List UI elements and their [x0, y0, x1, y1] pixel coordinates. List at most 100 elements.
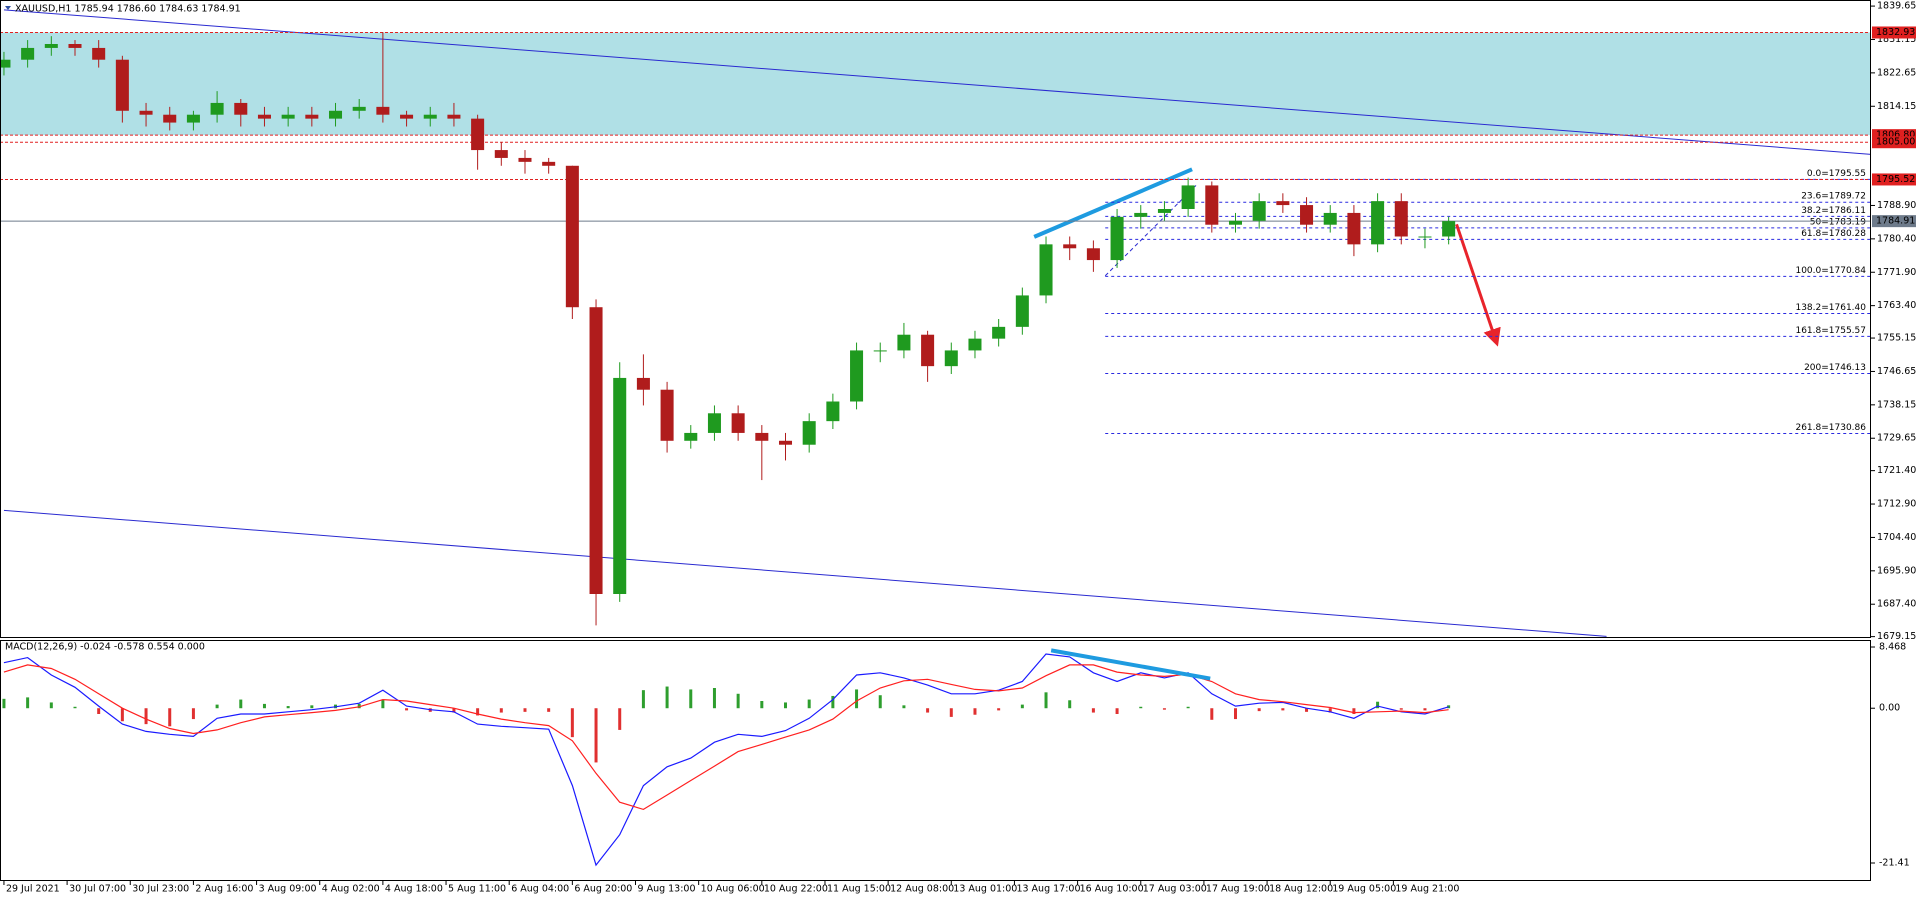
candle-body — [1015, 295, 1029, 327]
macd-line — [3, 664, 1449, 811]
fib-label: 23.6=1789.72 — [1801, 192, 1866, 202]
candle-body — [68, 44, 82, 48]
candle-body — [115, 59, 129, 111]
fib-label: 61.8=1780.28 — [1801, 229, 1866, 239]
candle-body — [755, 432, 769, 441]
candle-body — [257, 114, 271, 119]
candle-body — [494, 150, 508, 158]
x-tick-label: 4 Aug 02:00 — [322, 884, 380, 895]
level-box — [1872, 136, 1916, 149]
x-tick-label: 6 Aug 20:00 — [574, 884, 632, 895]
fib-label: 0.0=1795.55 — [1807, 169, 1866, 179]
candle-body — [921, 334, 935, 367]
candle-body — [850, 350, 864, 402]
trend-line — [1455, 223, 1501, 347]
y-tick-label: 1788.90 — [1877, 200, 1916, 211]
candle-body — [1157, 209, 1171, 213]
x-tick-label: 16 Aug 10:00 — [1080, 884, 1144, 895]
candle-body — [447, 114, 461, 119]
candle-body — [352, 106, 366, 111]
y-tick-label: 8.468 — [1879, 642, 1906, 653]
x-tick-label: 13 Aug 01:00 — [953, 884, 1017, 895]
y-tick-label: 1679.15 — [1877, 631, 1916, 642]
candle-body — [1418, 236, 1432, 238]
candle-body — [1039, 244, 1053, 296]
fib-label: 138.2=1761.40 — [1795, 303, 1866, 313]
y-tick-label: 1755.15 — [1877, 333, 1916, 344]
fib-label: 38.2=1786.11 — [1801, 206, 1866, 216]
y-tick-label: 1721.40 — [1877, 465, 1916, 476]
candle-body — [1252, 201, 1266, 221]
y-tick-label: 1822.65 — [1877, 67, 1916, 78]
x-tick-label: 30 Jul 07:00 — [69, 884, 126, 895]
candle-body — [423, 114, 437, 119]
y-tick-label: 1839.65 — [1877, 1, 1916, 12]
fib-label: 100.0=1770.84 — [1795, 266, 1866, 276]
candle-body — [565, 165, 579, 308]
y-tick-label: 0.00 — [1879, 703, 1900, 714]
candle-body — [613, 377, 627, 594]
y-tick-label: 1771.90 — [1877, 267, 1916, 278]
x-tick-label: 5 Aug 11:00 — [448, 884, 506, 895]
candle-body — [518, 157, 532, 162]
candle-body — [21, 47, 35, 60]
candle-body — [1323, 212, 1337, 225]
candle-body — [944, 350, 958, 367]
macd-line — [3, 653, 1449, 867]
level-label: 1795.52 — [1876, 174, 1915, 185]
x-tick-label: 12 Aug 08:00 — [890, 884, 954, 895]
candle-body — [660, 389, 674, 441]
x-tick-label: 9 Aug 13:00 — [638, 884, 696, 895]
y-tick-label: 1763.40 — [1877, 300, 1916, 311]
candle-body — [1442, 221, 1456, 237]
y-tick-label: 1814.15 — [1877, 101, 1916, 112]
level-label: 1805.00 — [1876, 137, 1915, 148]
trend-line — [1104, 185, 1197, 277]
candle-body — [1134, 212, 1148, 217]
candle-body — [139, 110, 153, 115]
candle-body — [400, 114, 414, 119]
candle-body — [1347, 212, 1361, 245]
x-tick-label: 19 Aug 21:00 — [1395, 884, 1459, 895]
y-tick-label: 1704.40 — [1877, 532, 1916, 543]
zone — [1, 32, 1871, 136]
current-price-label: 1784.91 — [1876, 216, 1915, 227]
candle-body — [0, 59, 11, 68]
x-tick-label: 6 Aug 04:00 — [511, 884, 569, 895]
macd-title: MACD(12,26,9) -0.024 -0.578 0.554 0.000 — [5, 642, 205, 653]
candle-body — [731, 413, 745, 433]
level-box — [1872, 173, 1916, 186]
candle-body — [1300, 205, 1314, 225]
candle-body — [992, 326, 1006, 339]
candle-body — [163, 114, 177, 123]
candle-body — [1276, 201, 1290, 206]
current-price-box — [1872, 215, 1916, 228]
x-tick-label: 10 Aug 22:00 — [764, 884, 828, 895]
candle-body — [1371, 201, 1385, 245]
candle-body — [1086, 248, 1100, 261]
candle-body — [210, 102, 224, 115]
candle-body — [92, 47, 106, 60]
candle-body — [873, 350, 887, 352]
candle-body — [636, 377, 650, 390]
candle-body — [1394, 201, 1408, 237]
y-tick-label: -21.41 — [1879, 858, 1910, 869]
candle-body — [826, 401, 840, 422]
fib-label: 50=1783.19 — [1810, 217, 1866, 227]
x-tick-label: 10 Aug 06:00 — [701, 884, 765, 895]
candle-body — [542, 161, 556, 166]
x-tick-label: 13 Aug 17:00 — [1016, 884, 1080, 895]
candle-body — [707, 413, 721, 433]
x-tick-label: 19 Aug 05:00 — [1332, 884, 1396, 895]
y-tick-label: 1712.90 — [1877, 499, 1916, 510]
candle-body — [329, 110, 343, 119]
candle-body — [234, 102, 248, 115]
y-tick-label: 1738.15 — [1877, 399, 1916, 410]
trend-line — [1050, 648, 1211, 681]
x-tick-label: 3 Aug 09:00 — [259, 884, 317, 895]
candle-body — [471, 118, 485, 151]
y-tick-label: 1780.40 — [1877, 233, 1916, 244]
level-label: 1832.93 — [1876, 27, 1915, 38]
